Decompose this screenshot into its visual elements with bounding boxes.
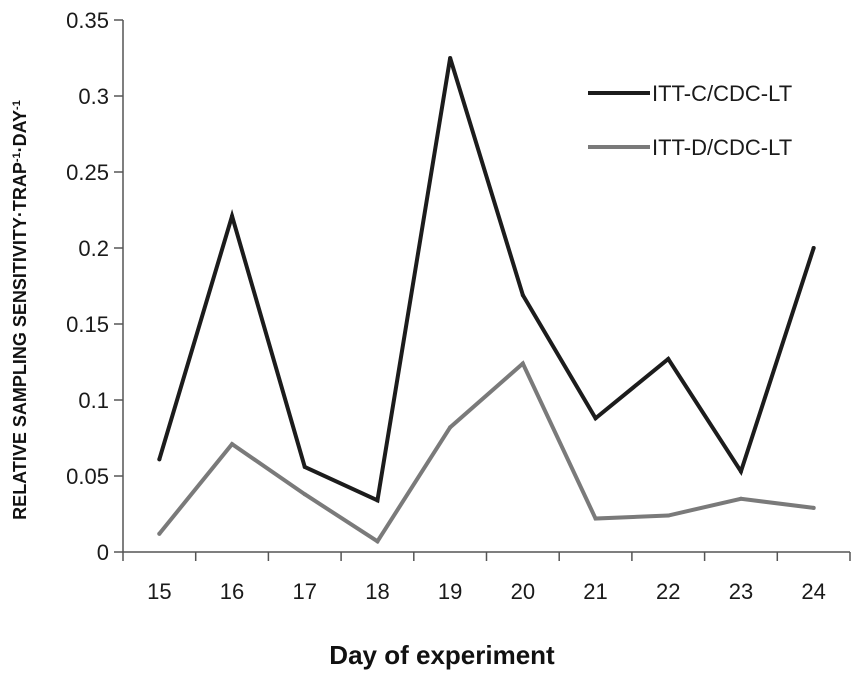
- series-line: [157, 360, 816, 545]
- data-point: [593, 416, 598, 421]
- x-tick-label: 15: [147, 579, 171, 604]
- data-point: [593, 516, 598, 521]
- data-point: [230, 214, 235, 219]
- data-point: [302, 464, 307, 469]
- data-point: [811, 505, 816, 510]
- data-point: [666, 356, 671, 361]
- y-axis-title-main: RELATIVE SAMPLING SENSITIVITY·TRAP: [10, 162, 30, 520]
- series-group: [157, 56, 816, 545]
- y-tick-label: 0.15: [66, 312, 109, 337]
- y-tick-label: 0.35: [66, 8, 109, 33]
- legend-label: ITT-C/CDC-LT: [652, 81, 792, 106]
- data-point: [448, 56, 453, 60]
- x-tick-label: 21: [583, 579, 607, 604]
- y-tick-label: 0.2: [78, 236, 109, 261]
- x-tick-label: 17: [293, 579, 317, 604]
- data-point: [375, 498, 380, 503]
- series-2: [157, 360, 816, 545]
- x-ticks-group: 15 16 17 18 19 20 21 22 23 24: [122, 552, 851, 604]
- y-axis-title-sup1: -1: [11, 152, 23, 162]
- x-tick-label: 23: [729, 579, 753, 604]
- legend-label: ITT-D/CDC-LT: [652, 135, 792, 160]
- x-tick-label: 18: [365, 579, 389, 604]
- y-tick-label: 0.1: [78, 388, 109, 413]
- data-point: [811, 246, 816, 250]
- x-axis-title: Day of experiment: [329, 640, 555, 670]
- data-point: [230, 442, 235, 447]
- data-point: [157, 457, 162, 462]
- y-axis-title-mid: ·DAY: [10, 110, 30, 152]
- y-axis-title-sup2: -1: [11, 100, 23, 110]
- legend: ITT-C/CDC-LT ITT-D/CDC-LT: [588, 81, 792, 160]
- y-axis-title: RELATIVE SAMPLING SENSITIVITY·TRAP-1·DAY…: [10, 100, 30, 520]
- data-point: [157, 531, 162, 536]
- y-tick-label: 0: [97, 540, 109, 565]
- x-tick-label: 22: [656, 579, 680, 604]
- x-tick-label: 19: [438, 579, 462, 604]
- x-tick-label: 24: [801, 579, 825, 604]
- series-line: [157, 57, 816, 504]
- data-point: [448, 425, 453, 430]
- y-tick-label: 0.05: [66, 464, 109, 489]
- data-point: [302, 492, 307, 497]
- y-tick-label: 0.25: [66, 160, 109, 185]
- data-point: [666, 513, 671, 518]
- data-point: [738, 496, 743, 501]
- y-axis-title-group: RELATIVE SAMPLING SENSITIVITY·TRAP-1·DAY…: [10, 100, 30, 520]
- y-tick-label: 0.3: [78, 84, 109, 109]
- data-point: [520, 293, 525, 298]
- data-point: [375, 539, 380, 544]
- x-tick-label: 20: [511, 579, 535, 604]
- data-point: [738, 469, 743, 474]
- series-1: [157, 56, 816, 504]
- y-ticks-group: 0 0.05 0.1 0.15 0.2 0.25 0.3 0.35: [66, 8, 123, 565]
- data-point: [520, 361, 525, 366]
- x-tick-label: 16: [220, 579, 244, 604]
